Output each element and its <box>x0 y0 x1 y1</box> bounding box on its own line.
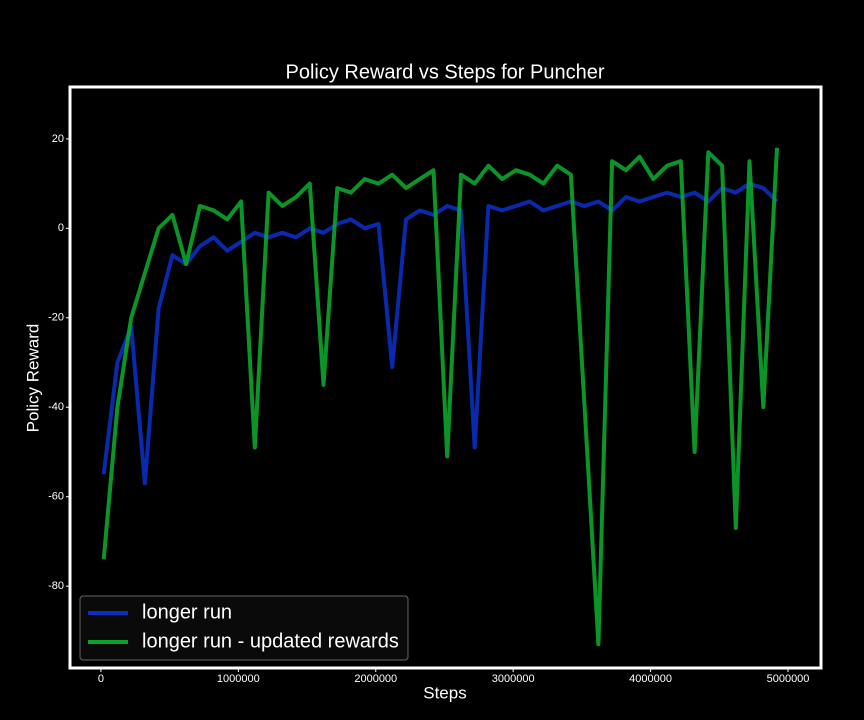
x-axis-label: Steps <box>423 683 466 702</box>
y-axis-label: Policy Reward <box>23 324 42 433</box>
legend-label: longer run - updated rewards <box>142 630 399 652</box>
y-tick-label: 20 <box>52 133 64 145</box>
y-tick-label: -80 <box>48 580 64 592</box>
x-tick-label: 3000000 <box>492 673 535 685</box>
y-tick-label: -40 <box>48 401 64 413</box>
series-line <box>101 147 779 647</box>
legend-box <box>79 595 409 661</box>
x-tick-label: 0 <box>98 673 104 685</box>
x-tick-label: 1000000 <box>217 673 260 685</box>
y-tick-label: -60 <box>48 491 64 503</box>
x-tick-label: 4000000 <box>629 673 672 685</box>
x-tick-label: 5000000 <box>767 673 810 685</box>
legend-label: longer run <box>142 601 232 623</box>
x-tick-label: 2000000 <box>354 673 397 685</box>
series-line <box>101 181 779 486</box>
y-tick-label: -20 <box>48 312 64 324</box>
chart-title: Policy Reward vs Steps for Puncher <box>285 61 604 83</box>
plot-frame <box>68 85 823 670</box>
y-tick-label: 0 <box>58 222 64 234</box>
